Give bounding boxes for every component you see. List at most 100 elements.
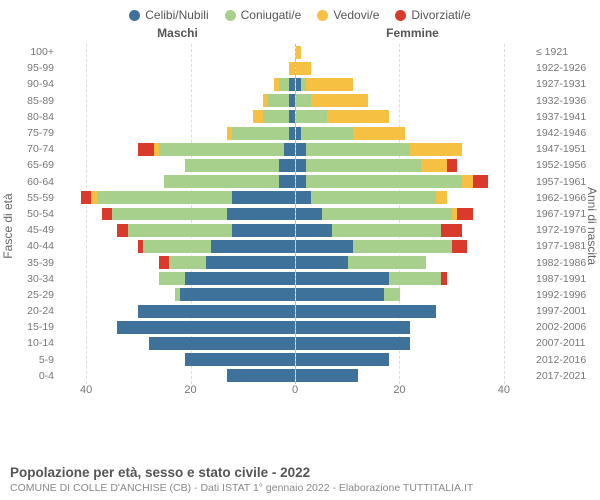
x-tick: 40 <box>80 384 92 396</box>
age-label: 40-44 <box>0 238 60 254</box>
female-bar <box>296 288 400 301</box>
male-bar <box>149 337 295 350</box>
bar-segment <box>138 143 154 156</box>
female-bar <box>296 240 468 253</box>
legend-item: Vedovi/e <box>317 8 379 22</box>
male-half <box>60 76 295 92</box>
bar-segment <box>332 224 441 237</box>
male-half <box>60 271 295 287</box>
birth-label: 1992-1996 <box>530 287 600 303</box>
bar-segment <box>97 191 232 204</box>
bar-segment <box>353 127 405 140</box>
column-headers: Maschi Femmine <box>0 26 600 44</box>
legend: Celibi/Nubili Coniugati/e Vedovi/e Divorzia… <box>0 0 600 26</box>
legend-label: Divorziati/e <box>411 8 470 22</box>
male-bar <box>138 143 294 156</box>
female-bar <box>296 46 301 59</box>
population-pyramid: Fasce di età Anni di nascita Maschi Femm… <box>0 26 600 426</box>
age-row: 50-541967-1971 <box>0 206 600 222</box>
bar-segment <box>296 321 411 334</box>
male-bar <box>253 110 295 123</box>
bar-segment <box>462 175 472 188</box>
legend-item: Coniugati/e <box>225 8 302 22</box>
male-half <box>60 319 295 335</box>
age-label: 60-64 <box>0 174 60 190</box>
bar-segment <box>457 208 473 221</box>
birth-label: 2002-2006 <box>530 319 600 335</box>
male-half <box>60 352 295 368</box>
age-label: 70-74 <box>0 141 60 157</box>
bar-segment <box>296 272 390 285</box>
male-bar <box>227 127 295 140</box>
female-bar <box>296 305 437 318</box>
bar-segment <box>253 110 263 123</box>
bar-segment <box>296 240 353 253</box>
male-bar <box>138 240 294 253</box>
female-half <box>295 271 531 287</box>
age-label: 95-99 <box>0 60 60 76</box>
legend-label: Coniugati/e <box>241 8 302 22</box>
female-half <box>295 368 531 384</box>
bar-segment <box>227 369 295 382</box>
bar-rows: 100+≤ 192195-991922-192690-941927-193185… <box>0 44 600 384</box>
bar-segment <box>353 240 452 253</box>
female-bar <box>296 62 312 75</box>
male-bar <box>164 175 294 188</box>
bar-segment <box>441 272 446 285</box>
female-half <box>295 287 531 303</box>
bar-segment <box>128 224 232 237</box>
bar-segment <box>185 353 294 366</box>
age-row: 40-441977-1981 <box>0 238 600 254</box>
male-half <box>60 174 295 190</box>
age-label: 80-84 <box>0 109 60 125</box>
bar-segment <box>279 78 289 91</box>
bar-segment <box>296 224 332 237</box>
bar-segment <box>112 208 227 221</box>
female-half <box>295 319 531 335</box>
bar-segment <box>296 256 348 269</box>
age-label: 50-54 <box>0 206 60 222</box>
male-bar <box>263 94 294 107</box>
legend-label: Celibi/Nubili <box>145 8 208 22</box>
female-bar <box>296 272 447 285</box>
female-half <box>295 157 531 173</box>
bar-segment <box>164 175 279 188</box>
chart-footer: Popolazione per età, sesso e stato civil… <box>10 465 590 494</box>
bar-segment <box>102 208 112 221</box>
birth-label: 1947-1951 <box>530 141 600 157</box>
chart-subtitle: COMUNE DI COLLE D'ANCHISE (CB) - Dati IS… <box>10 482 590 494</box>
male-bar <box>185 353 294 366</box>
birth-label: 1952-1956 <box>530 157 600 173</box>
age-row: 35-391982-1986 <box>0 254 600 270</box>
female-bar <box>296 127 405 140</box>
bar-segment <box>211 240 294 253</box>
bar-segment <box>311 94 368 107</box>
bar-segment <box>185 159 279 172</box>
age-row: 5-9 2012-2016 <box>0 352 600 368</box>
female-bar <box>296 369 359 382</box>
bar-segment <box>306 159 421 172</box>
bar-segment <box>268 94 289 107</box>
age-label: 45-49 <box>0 222 60 238</box>
age-label: 5-9 <box>0 352 60 368</box>
bar-segment <box>473 175 489 188</box>
age-row: 25-29 1992-1996 <box>0 287 600 303</box>
age-label: 35-39 <box>0 254 60 270</box>
female-bar <box>296 208 473 221</box>
age-row: 80-841937-1941 <box>0 109 600 125</box>
male-bar <box>185 159 294 172</box>
age-label: 30-34 <box>0 271 60 287</box>
female-bar <box>296 94 369 107</box>
age-row: 15-192002-2006 <box>0 319 600 335</box>
male-half <box>60 190 295 206</box>
male-bar <box>159 272 294 285</box>
bar-segment <box>206 256 295 269</box>
bar-segment <box>384 288 400 301</box>
bar-segment <box>296 175 306 188</box>
bar-segment <box>180 288 295 301</box>
male-bar <box>159 256 294 269</box>
x-tick: 20 <box>184 384 196 396</box>
bar-segment <box>232 224 295 237</box>
birth-label: 2012-2016 <box>530 352 600 368</box>
age-label: 25-29 <box>0 287 60 303</box>
